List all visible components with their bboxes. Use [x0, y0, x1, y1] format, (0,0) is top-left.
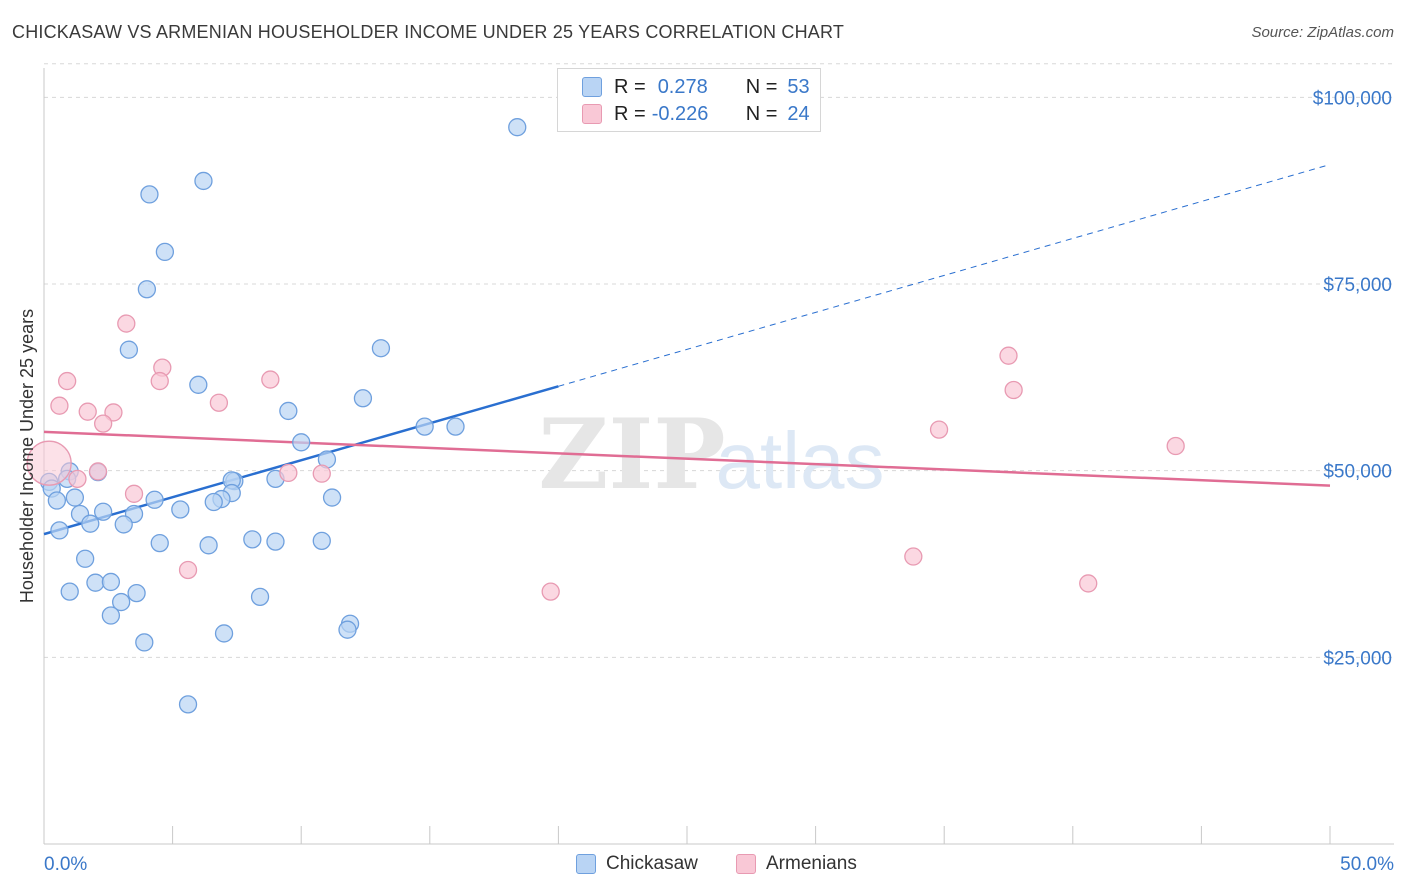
point-chickasaw	[140, 185, 159, 204]
point-chickasaw	[415, 417, 434, 436]
point-chickasaw	[135, 633, 154, 652]
legend-r-value: 0.278	[657, 75, 708, 98]
point-chickasaw	[250, 587, 270, 607]
bottom-swatch-pink	[736, 854, 756, 874]
point-armenians	[117, 314, 136, 333]
chart-title: CHICKASAW VS ARMENIAN HOUSEHOLDER INCOME…	[12, 22, 845, 42]
point-chickasaw	[60, 582, 79, 601]
bottom-legend-chickasaw: Chickasaw	[576, 852, 698, 876]
point-chickasaw	[508, 118, 527, 137]
point-chickasaw	[101, 606, 121, 625]
bottom-legend-label: Armenians	[766, 853, 857, 874]
point-armenians	[279, 463, 298, 483]
trendline-armenians	[43, 430, 1331, 487]
trendline-chickasaw-extension	[558, 164, 1331, 387]
point-armenians	[1079, 574, 1098, 593]
point-chickasaw	[194, 171, 213, 191]
point-armenians	[124, 484, 144, 503]
point-armenians	[929, 420, 949, 439]
legend-n-label: N =	[745, 75, 778, 98]
point-armenians	[150, 371, 169, 391]
point-chickasaw	[171, 500, 190, 519]
bottom-legend-label: Chickasaw	[606, 853, 698, 874]
point-chickasaw	[371, 339, 391, 358]
point-armenians	[104, 403, 123, 422]
point-chickasaw	[155, 242, 175, 262]
point-chickasaw	[338, 620, 357, 639]
point-armenians	[999, 346, 1018, 365]
legend-row-chickasaw: R = 0.278 N = 53	[582, 75, 810, 99]
point-armenians	[904, 547, 923, 566]
point-chickasaw	[137, 280, 157, 299]
legend-r-value: -0.226	[651, 102, 709, 125]
point-chickasaw	[114, 515, 133, 534]
point-chickasaw	[47, 491, 67, 510]
point-chickasaw	[204, 492, 223, 512]
legend-r-label: R =	[614, 75, 646, 98]
grid	[44, 63, 1394, 658]
point-chickasaw	[178, 695, 198, 714]
legend: R = 0.278 N = 53 R = -0.226 N = 24	[557, 68, 821, 132]
point-chickasaw	[189, 375, 208, 394]
point-chickasaw	[243, 530, 262, 549]
point-chickasaw	[292, 433, 311, 452]
legend-r-label: R =	[614, 102, 646, 125]
point-chickasaw	[81, 514, 100, 533]
y-tick-label: $25,000	[1323, 648, 1392, 669]
point-chickasaw	[101, 572, 121, 592]
point-chickasaw	[353, 389, 373, 408]
point-armenians	[50, 396, 69, 415]
point-armenians	[209, 393, 229, 412]
point-chickasaw	[199, 536, 218, 555]
point-armenians	[26, 440, 72, 486]
point-armenians	[1004, 380, 1023, 400]
y-axis-label: Householder Income Under 25 years	[17, 309, 37, 603]
point-chickasaw	[279, 401, 298, 421]
point-chickasaw	[86, 573, 105, 592]
point-armenians	[88, 462, 108, 481]
point-chickasaw	[65, 488, 85, 507]
point-chickasaw	[446, 417, 465, 436]
legend-n-value: 53	[787, 75, 810, 98]
y-tick-label: $75,000	[1323, 275, 1392, 296]
source-label: Source: ZipAtlas.com	[1251, 24, 1394, 41]
legend-swatch-pink	[582, 104, 602, 124]
point-chickasaw	[145, 490, 164, 509]
point-armenians	[178, 560, 198, 580]
legend-n-value: 24	[787, 102, 810, 125]
point-armenians	[1166, 436, 1185, 456]
point-armenians	[68, 469, 87, 489]
point-chickasaw	[119, 340, 139, 359]
x-tick-label: 0.0%	[44, 854, 87, 875]
point-armenians	[94, 414, 113, 433]
y-tick-label: $50,000	[1323, 462, 1392, 483]
legend-n-label: N =	[745, 102, 778, 125]
point-chickasaw	[50, 521, 69, 540]
points	[26, 118, 1185, 714]
point-chickasaw	[214, 624, 234, 643]
x-tick-label: 50.0%	[1340, 854, 1394, 875]
point-chickasaw	[76, 549, 95, 568]
point-armenians	[78, 402, 97, 421]
point-chickasaw	[127, 583, 146, 603]
point-armenians	[312, 464, 331, 483]
y-tick-label: $100,000	[1313, 88, 1392, 109]
point-armenians	[57, 371, 77, 391]
point-chickasaw	[322, 488, 342, 507]
point-chickasaw	[94, 502, 113, 521]
legend-row-armenians: R = -0.226 N = 24	[582, 102, 810, 126]
bottom-swatch-blue	[576, 854, 596, 874]
point-armenians	[541, 582, 560, 601]
point-chickasaw	[266, 532, 285, 551]
point-armenians	[261, 370, 280, 389]
point-chickasaw	[312, 531, 331, 551]
bottom-legend-armenians: Armenians	[736, 852, 857, 876]
axis-labels: $25,000 $50,000 $75,000 $100,000 0.0% 50.0%	[44, 88, 1394, 875]
point-chickasaw	[150, 533, 169, 553]
point-chickasaw	[112, 592, 131, 612]
legend-swatch-blue	[582, 77, 602, 97]
